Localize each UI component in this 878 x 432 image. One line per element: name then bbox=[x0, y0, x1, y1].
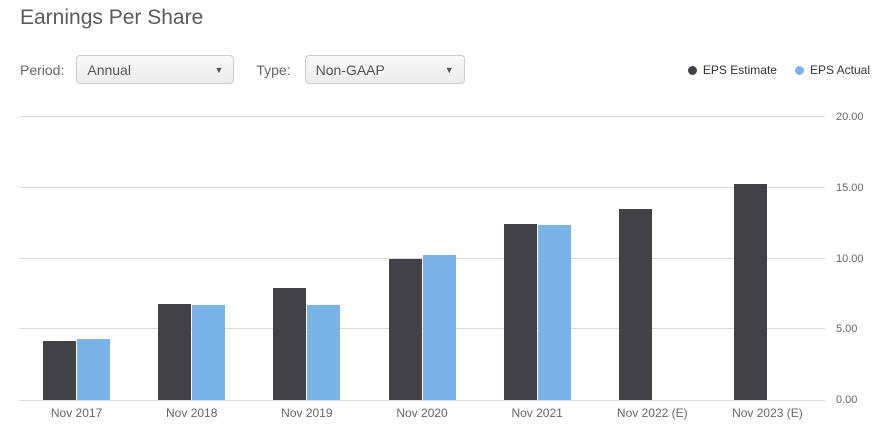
bar-eps-actual-nov-2018[interactable] bbox=[192, 304, 226, 400]
chart-legend: EPS Estimate EPS Actual bbox=[670, 63, 870, 77]
gridline-0 bbox=[19, 400, 825, 401]
x-tick-label: Nov 2020 bbox=[396, 406, 448, 420]
x-tick-label: Nov 2022 (E) bbox=[616, 406, 688, 420]
bar-eps-actual-nov-2019[interactable] bbox=[307, 305, 341, 400]
legend-item-eps-actual[interactable]: EPS Actual bbox=[794, 63, 870, 77]
bar-eps-estimate-nov-2019[interactable] bbox=[273, 288, 307, 400]
type-select[interactable]: Non-GAAP ▼ bbox=[304, 55, 465, 84]
x-tick-label: Nov 2023 (E) bbox=[732, 406, 803, 420]
y-tick-label: 0.00 bbox=[836, 394, 858, 406]
gridline-15 bbox=[19, 186, 825, 188]
gridline-5 bbox=[19, 328, 825, 330]
eps-estimate-marker-icon bbox=[687, 65, 697, 75]
bar-eps-estimate-nov-2021[interactable] bbox=[503, 223, 537, 400]
y-tick-label: 15.00 bbox=[836, 181, 864, 194]
period-select[interactable]: Annual ▼ bbox=[76, 55, 235, 84]
bar-eps-actual-nov-2021[interactable] bbox=[537, 224, 571, 400]
bar-eps-estimate-nov-2023-e[interactable] bbox=[733, 183, 767, 400]
x-tick-label: Nov 2019 bbox=[281, 406, 333, 420]
eps-actual-marker-icon bbox=[794, 65, 804, 75]
type-selected-value: Non-GAAP bbox=[315, 61, 385, 78]
y-tick-label: 10.00 bbox=[836, 252, 864, 265]
x-tick-label: Nov 2018 bbox=[166, 406, 218, 420]
period-selected-value: Annual bbox=[87, 61, 131, 78]
y-tick-label: 5.00 bbox=[836, 323, 858, 336]
bar-eps-estimate-nov-2017[interactable] bbox=[43, 340, 77, 400]
y-tick-label: 20.00 bbox=[836, 111, 864, 123]
x-tick-label: Nov 2017 bbox=[50, 406, 103, 420]
bar-eps-actual-nov-2017[interactable] bbox=[77, 339, 111, 400]
chevron-down-icon: ▼ bbox=[214, 64, 224, 75]
gridline-10 bbox=[19, 257, 825, 259]
gridline-20 bbox=[19, 116, 825, 117]
period-label: Period: bbox=[20, 61, 65, 78]
bar-eps-estimate-nov-2020[interactable] bbox=[388, 258, 422, 400]
bar-eps-estimate-nov-2018[interactable] bbox=[158, 303, 192, 400]
legend-label: EPS Actual bbox=[809, 63, 870, 77]
bar-chart-plot-area bbox=[19, 116, 825, 401]
x-tick-label: Nov 2021 bbox=[511, 406, 563, 420]
bar-eps-actual-nov-2020[interactable] bbox=[422, 254, 456, 400]
legend-item-eps-estimate[interactable]: EPS Estimate bbox=[687, 63, 777, 77]
type-label: Type: bbox=[256, 61, 291, 78]
legend-label: EPS Estimate bbox=[702, 63, 777, 77]
bar-eps-estimate-nov-2022-e[interactable] bbox=[618, 208, 652, 400]
chevron-down-icon: ▼ bbox=[444, 64, 454, 75]
page-title: Earnings Per Share bbox=[20, 6, 204, 29]
chart-controls: Period: Annual ▼ Type: Non-GAAP ▼ bbox=[20, 55, 465, 84]
